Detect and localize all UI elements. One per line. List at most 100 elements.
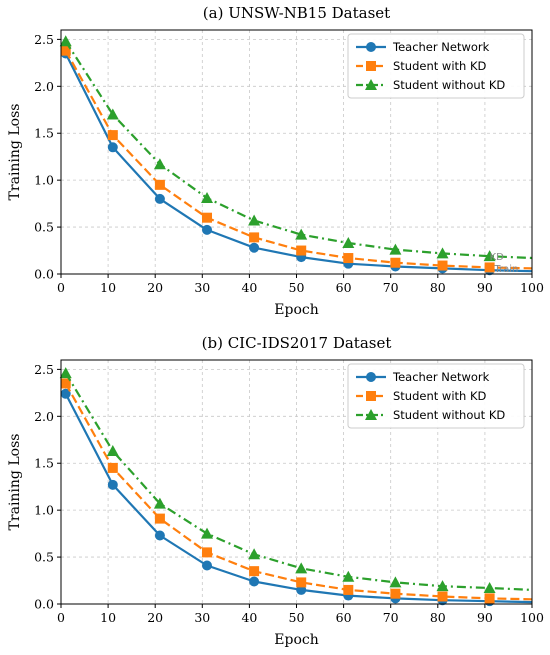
triangle-marker: [389, 243, 402, 255]
circle-marker: [60, 388, 71, 399]
legend-item: Teacher Network: [356, 40, 490, 54]
legend-circle-marker: [366, 42, 376, 52]
circle-marker: [107, 479, 118, 490]
x-tick-label: 80: [430, 280, 446, 295]
legend-item: Teacher Network: [356, 370, 490, 384]
legend-label: Student without KD: [393, 408, 505, 422]
y-tick-label: 0.5: [34, 220, 54, 235]
y-tick-label: 2.0: [34, 409, 54, 424]
legend-square-marker: [366, 61, 376, 71]
x-tick-label: 90: [477, 280, 493, 295]
legend-label: Student with KD: [393, 389, 487, 403]
y-tick-label: 0.5: [34, 550, 54, 565]
square-marker: [202, 212, 213, 223]
x-axis-label: Epoch: [274, 302, 318, 318]
triangle-marker: [295, 562, 308, 574]
triangle-marker: [295, 228, 308, 240]
square-marker: [249, 232, 260, 243]
y-tick-label: 0.0: [34, 597, 54, 612]
triangle-marker: [153, 497, 166, 509]
x-tick-label: 10: [100, 610, 116, 625]
y-tick-label: 2.5: [34, 32, 54, 47]
annotation-label: Train: [493, 264, 518, 275]
y-axis-label: Training Loss: [7, 104, 23, 201]
triangle-marker: [201, 191, 214, 203]
chart-panel-2: 0 10 20 30 40 50 60 70 80 90 100 0.0 0.5 1.0 1.5 2.0 2.5…: [7, 334, 544, 648]
triangle-marker: [248, 214, 261, 226]
square-marker: [107, 462, 118, 473]
square-marker: [390, 588, 401, 599]
x-tick-label: 0: [57, 610, 65, 625]
triangle-marker: [342, 237, 355, 249]
x-tick-label: 40: [241, 610, 257, 625]
triangle-marker: [483, 250, 496, 262]
y-axis: 0.0 0.5 1.0 1.5 2.0 2.5: [34, 362, 61, 612]
legend-label: Student without KD: [393, 78, 505, 92]
legend-triangle-marker: [365, 79, 377, 90]
legend-box: [347, 33, 525, 99]
x-tick-label: 60: [336, 280, 352, 295]
y-tick-label: 0.0: [34, 267, 54, 282]
chart-title: (b) CIC-IDS2017 Dataset: [202, 334, 392, 352]
triangle-marker: [342, 570, 355, 582]
legend-circle-marker: [366, 372, 376, 382]
square-marker: [202, 547, 213, 558]
legend-item: Student with KD: [356, 59, 487, 73]
square-marker: [154, 513, 165, 524]
x-tick-label: 0: [57, 280, 65, 295]
series-2: [60, 45, 533, 273]
x-tick-label: 100: [520, 280, 544, 295]
legend-box: [347, 363, 525, 429]
x-axis: 0 10 20 30 40 50 60 70 80 90 100: [57, 604, 544, 625]
triangle-marker: [483, 582, 496, 594]
x-tick-label: 20: [147, 280, 163, 295]
legend-item: Student without KD: [356, 408, 505, 422]
square-marker: [484, 593, 495, 604]
square-marker: [343, 584, 354, 595]
x-tick-label: 70: [383, 610, 399, 625]
triangle-marker: [248, 548, 261, 560]
annotation-label: KD: [490, 252, 505, 263]
triangle-marker: [436, 247, 449, 259]
square-marker: [296, 245, 307, 256]
square-marker: [484, 262, 495, 273]
y-tick-label: 1.5: [34, 126, 54, 141]
legend-label: Student with KD: [393, 59, 487, 73]
legend-triangle-marker: [365, 409, 377, 420]
square-marker: [107, 130, 118, 141]
chart-title: (a) UNSW-NB15 Dataset: [203, 4, 390, 22]
x-axis-label: Epoch: [274, 632, 318, 648]
square-marker: [154, 179, 165, 190]
legend-item: Student with KD: [356, 389, 487, 403]
square-marker: [343, 253, 354, 264]
series-2: [60, 378, 533, 604]
y-axis-label: Training Loss: [7, 434, 23, 531]
legend: Teacher Network Student with KD Student wi…: [347, 33, 525, 99]
circle-marker: [107, 142, 118, 153]
legend-label: Teacher Network: [392, 40, 490, 54]
square-marker: [437, 260, 448, 271]
square-marker: [60, 378, 71, 389]
circle-marker: [249, 242, 260, 253]
y-axis: 0.0 0.5 1.0 1.5 2.0 2.5: [34, 32, 61, 282]
legend-item: Student without KD: [356, 78, 505, 92]
series-3: [59, 367, 533, 594]
square-marker: [249, 566, 260, 577]
x-axis: 0 10 20 30 40 50 60 70 80 90 100: [57, 274, 544, 295]
x-tick-label: 50: [289, 280, 305, 295]
y-tick-label: 1.0: [34, 173, 54, 188]
x-tick-label: 20: [147, 610, 163, 625]
triangle-marker: [106, 445, 119, 457]
triangle-marker: [59, 367, 72, 379]
circle-marker: [249, 576, 260, 587]
square-marker: [60, 45, 71, 56]
triangle-marker: [59, 35, 72, 47]
legend-label: Teacher Network: [392, 370, 490, 384]
triangle-marker: [201, 527, 214, 539]
x-tick-label: 50: [289, 610, 305, 625]
triangle-marker: [153, 158, 166, 170]
triangle-marker: [389, 576, 402, 588]
